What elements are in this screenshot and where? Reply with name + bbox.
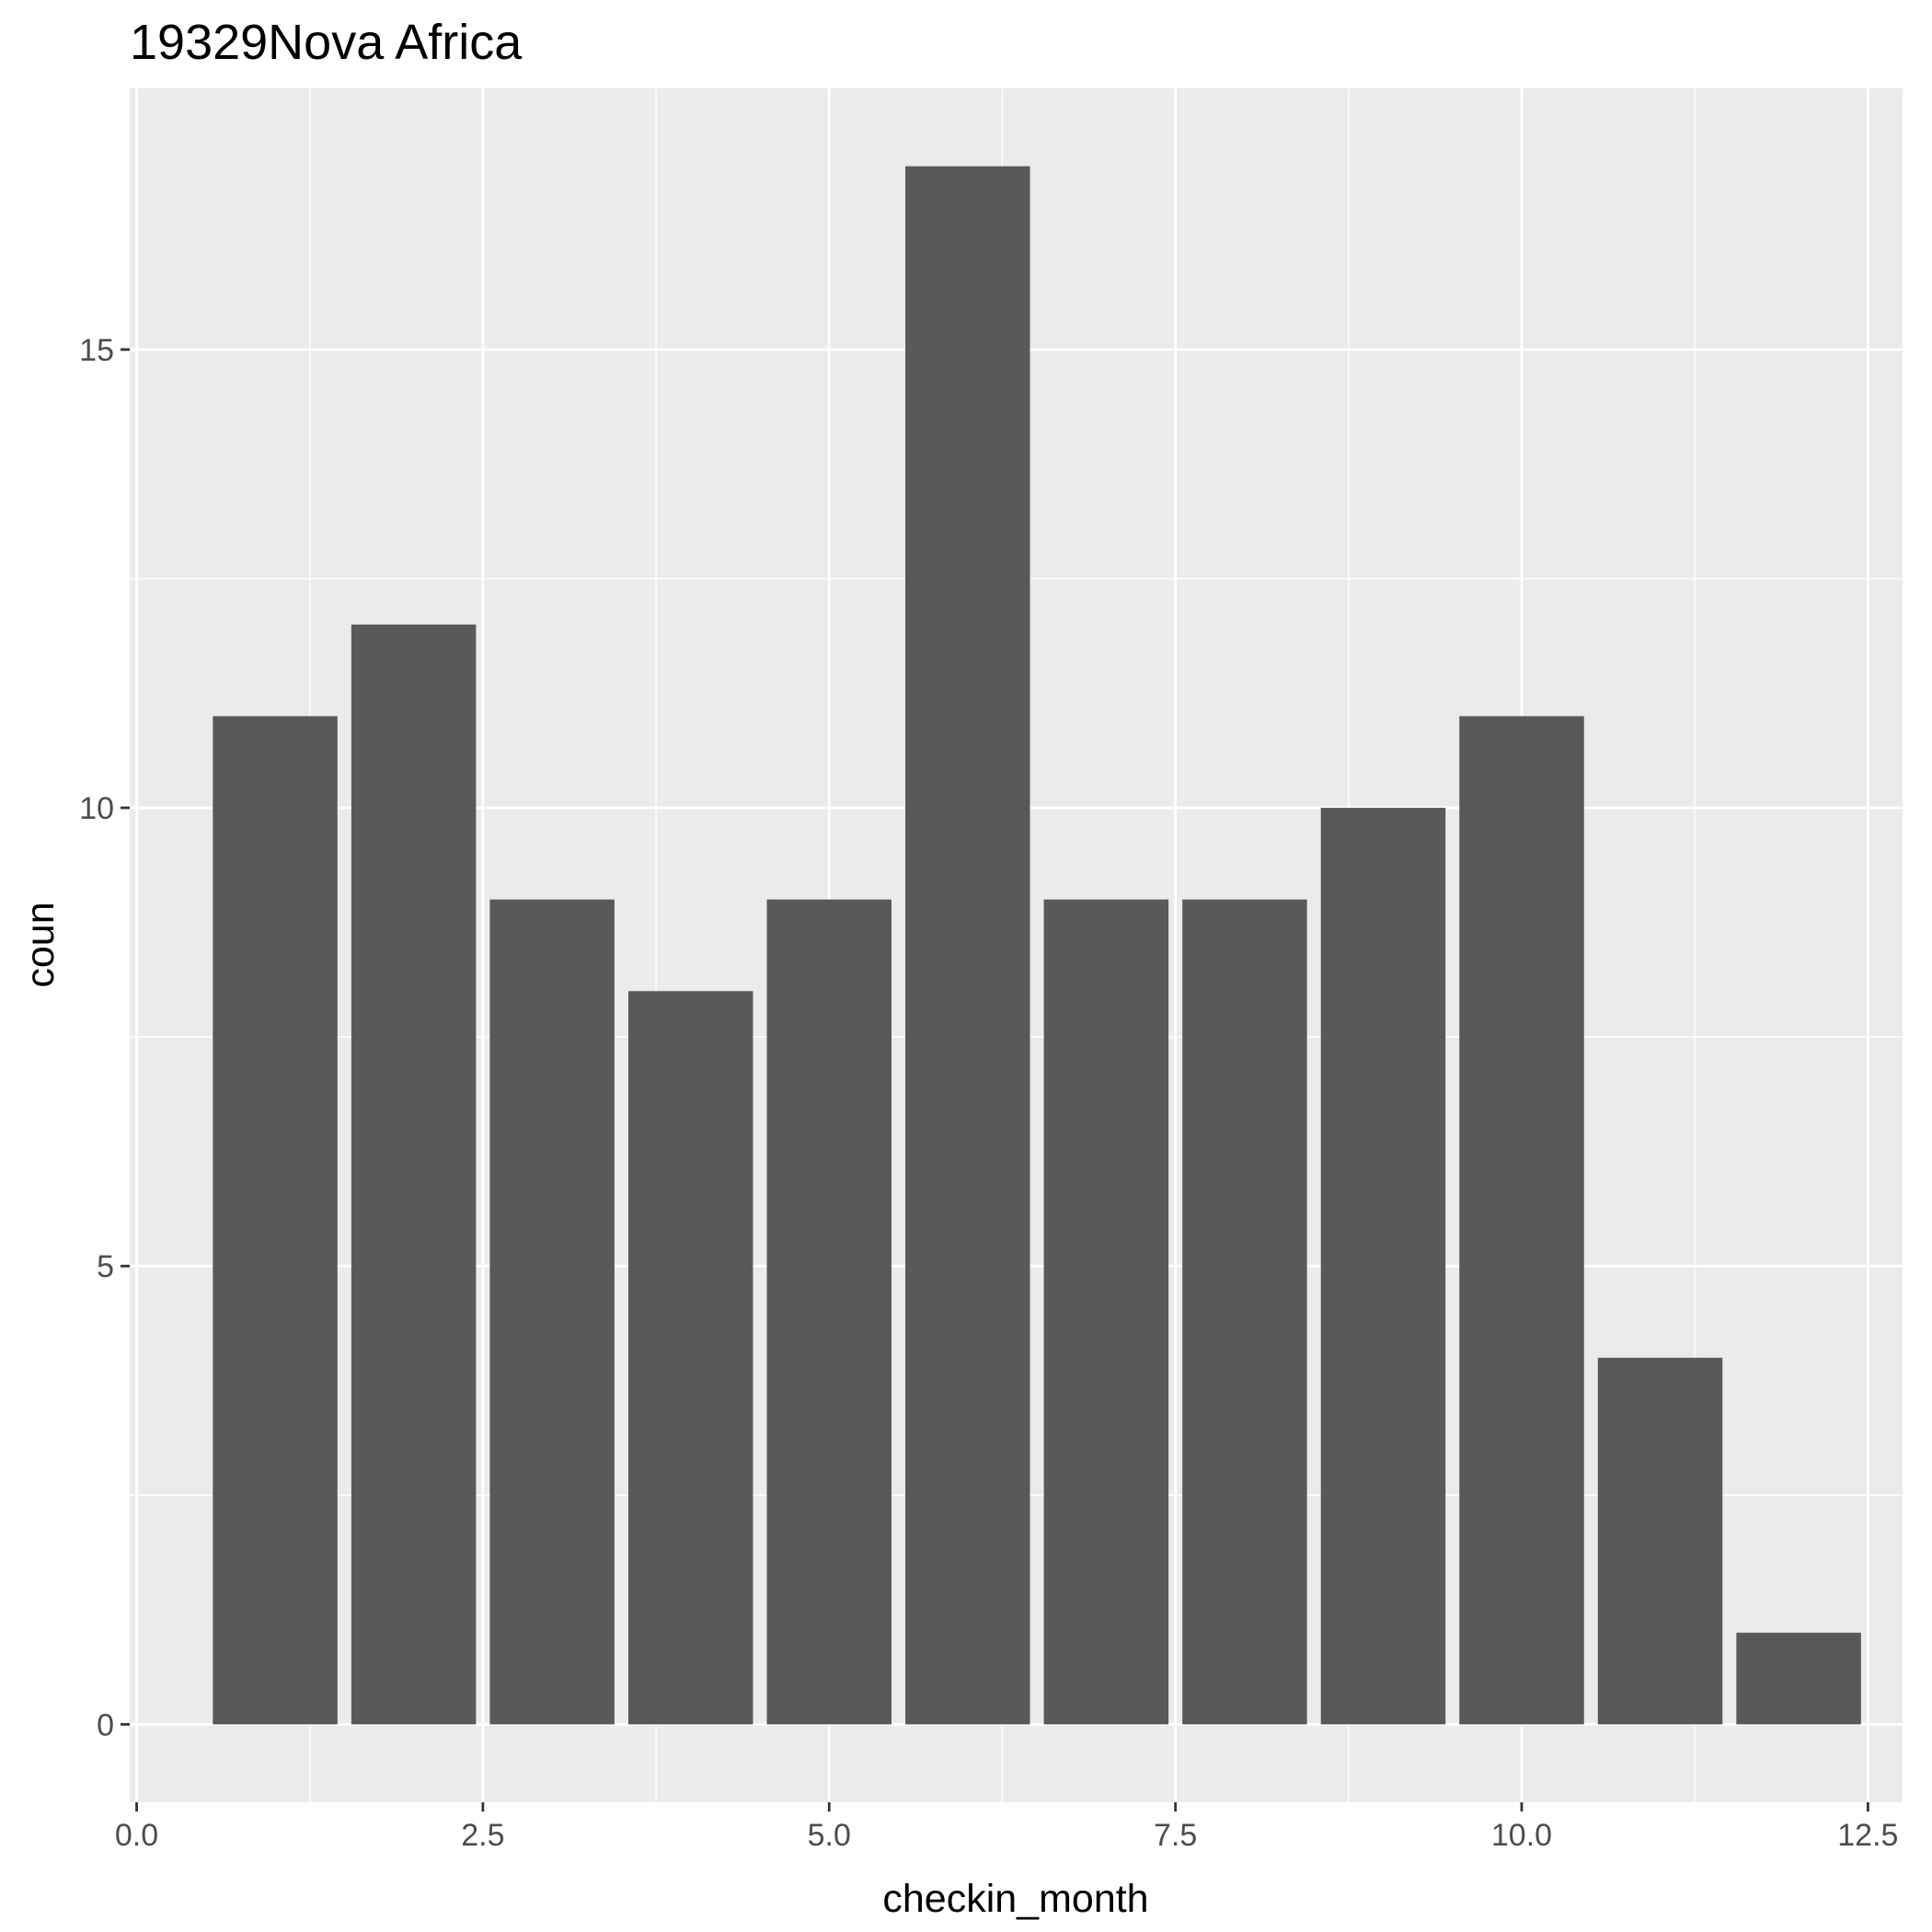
x-tick-label: 12.5 xyxy=(1837,1818,1898,1853)
bar xyxy=(1320,808,1446,1725)
bar xyxy=(627,991,753,1725)
bar xyxy=(213,716,338,1725)
bar xyxy=(1597,1357,1723,1725)
x-tick-label: 10.0 xyxy=(1491,1818,1552,1853)
bar xyxy=(351,624,477,1725)
x-tick-label: 7.5 xyxy=(1154,1818,1197,1853)
x-axis-title: checkin_month xyxy=(882,1877,1148,1921)
bar xyxy=(489,899,615,1725)
y-tick-label: 10 xyxy=(79,791,114,826)
x-axis: 0.0 2.5 5.0 7.5 10.0 12.5 xyxy=(115,1802,1898,1853)
bar xyxy=(1736,1632,1861,1725)
chart-title: 19329Nova Africa xyxy=(130,15,523,70)
bar-series xyxy=(213,166,1861,1725)
y-axis-title: coun xyxy=(18,902,63,987)
bar xyxy=(905,166,1030,1725)
x-tick-label: 2.5 xyxy=(461,1818,504,1853)
bar xyxy=(1459,716,1584,1725)
bar xyxy=(1043,899,1169,1725)
y-tick-label: 15 xyxy=(79,333,114,368)
y-tick-label: 0 xyxy=(97,1708,114,1742)
x-tick-label: 5.0 xyxy=(808,1818,851,1853)
y-axis: 0 5 10 15 xyxy=(79,333,130,1742)
bar xyxy=(1182,899,1307,1725)
bar xyxy=(766,899,892,1725)
y-tick-label: 5 xyxy=(97,1249,114,1284)
x-tick-label: 0.0 xyxy=(115,1818,158,1853)
